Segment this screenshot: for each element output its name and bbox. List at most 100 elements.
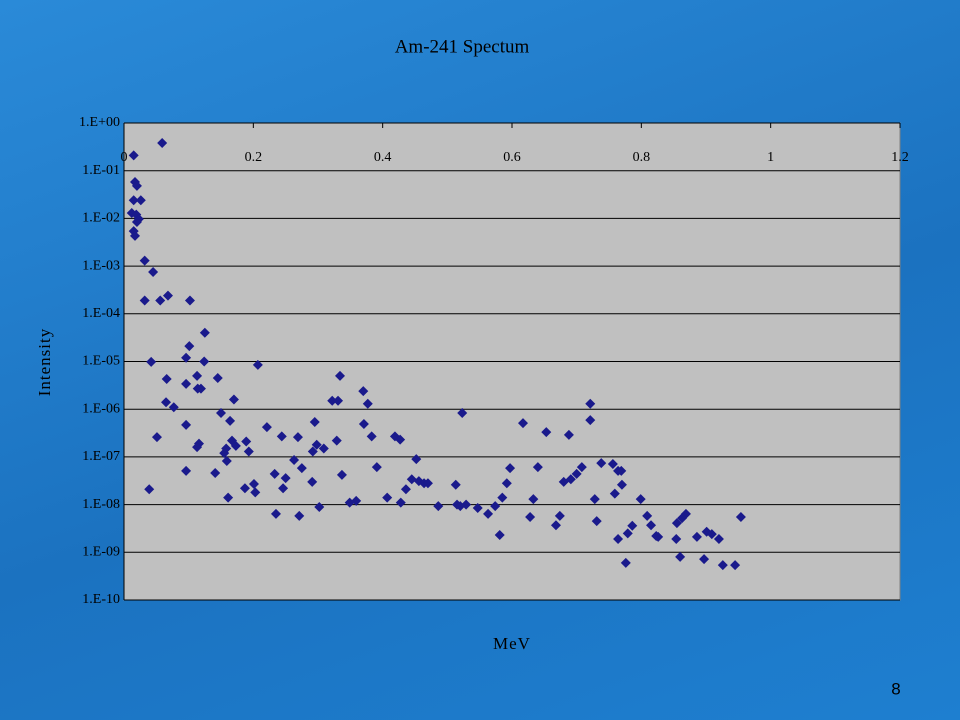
data-point [139,295,150,306]
data-point [327,395,338,406]
y-tick-label: 1.E-06 [82,401,120,416]
data-point [210,467,221,478]
data-point [280,473,291,484]
data-point [497,492,508,503]
data-point [450,479,461,490]
data-point [525,511,536,522]
data-point [199,356,210,367]
data-point [151,432,162,443]
data-point [276,431,287,442]
data-point [532,462,543,473]
data-point [565,474,576,485]
data-point [642,510,653,521]
data-point [691,531,702,542]
data-point [181,465,192,476]
x-tick-label: 0.2 [245,150,263,165]
data-point [596,458,607,469]
y-tick-label: 1.E-02 [82,211,120,226]
y-tick-label: 1.E-07 [82,449,120,464]
data-point [613,534,624,545]
data-point [248,479,259,490]
data-point [653,531,664,542]
data-point [199,327,210,338]
data-point [225,415,236,426]
y-tick-label: 1.E-03 [82,258,120,273]
data-point [635,494,646,505]
data-point [517,418,528,429]
data-point [309,416,320,427]
data-point [129,230,140,241]
y-tick-label: 1.E-01 [82,163,120,178]
data-point [318,443,329,454]
data-point [195,383,206,394]
data-point [181,419,192,430]
data-point [168,402,179,413]
data-point [331,435,342,446]
data-point [314,502,325,513]
data-point [680,508,691,519]
data-point [252,359,263,370]
data-point [269,468,280,479]
data-point [161,373,172,384]
data-point [148,267,159,278]
data-point [550,520,561,531]
data-point [270,508,281,519]
data-point [228,394,239,405]
data-point [184,341,195,352]
x-axis-title: MeV [493,634,531,653]
data-point [336,469,347,480]
data-point [607,458,618,469]
data-point [216,408,226,419]
data-point [501,478,512,489]
data-point [292,432,303,443]
data-point [161,397,172,408]
data-point [144,484,155,495]
data-point [395,434,406,445]
data-point [212,373,223,384]
slide-number: 8 [891,679,900,698]
data-point [371,462,382,473]
data-point [589,494,600,505]
data-point [261,422,272,433]
data-point [230,440,241,451]
data-point [585,415,596,426]
data-point [366,431,377,442]
data-point [243,446,254,457]
data-point [706,529,717,540]
data-point [490,501,501,512]
data-point [576,462,587,473]
data-point [609,488,620,499]
data-point [620,557,631,568]
data-point [571,468,582,479]
data-point [128,195,139,206]
data-point [239,483,250,494]
data-point [472,502,483,513]
data-point [146,356,157,367]
y-tick-label: 1.E-04 [82,306,120,321]
data-point [717,560,728,571]
data-point [730,560,741,571]
x-tick-label: 1.2 [891,150,909,165]
data-point [192,442,203,453]
data-point [192,370,203,381]
data-point [358,418,369,429]
x-tick-label: 0.4 [374,150,392,165]
data-point [411,454,422,465]
x-tick-label: 1 [767,150,774,165]
data-point [157,138,168,149]
data-point [311,439,322,450]
data-point [400,484,411,495]
data-point [395,497,406,508]
data-point [307,446,318,457]
data-point [358,386,369,397]
data-point [422,478,433,489]
data-point [155,295,166,306]
data-point [406,474,417,485]
y-tick-label: 1.E-08 [82,497,120,512]
data-point [296,463,307,474]
data-point [646,520,657,531]
data-point [433,501,444,512]
data-point [461,499,472,510]
